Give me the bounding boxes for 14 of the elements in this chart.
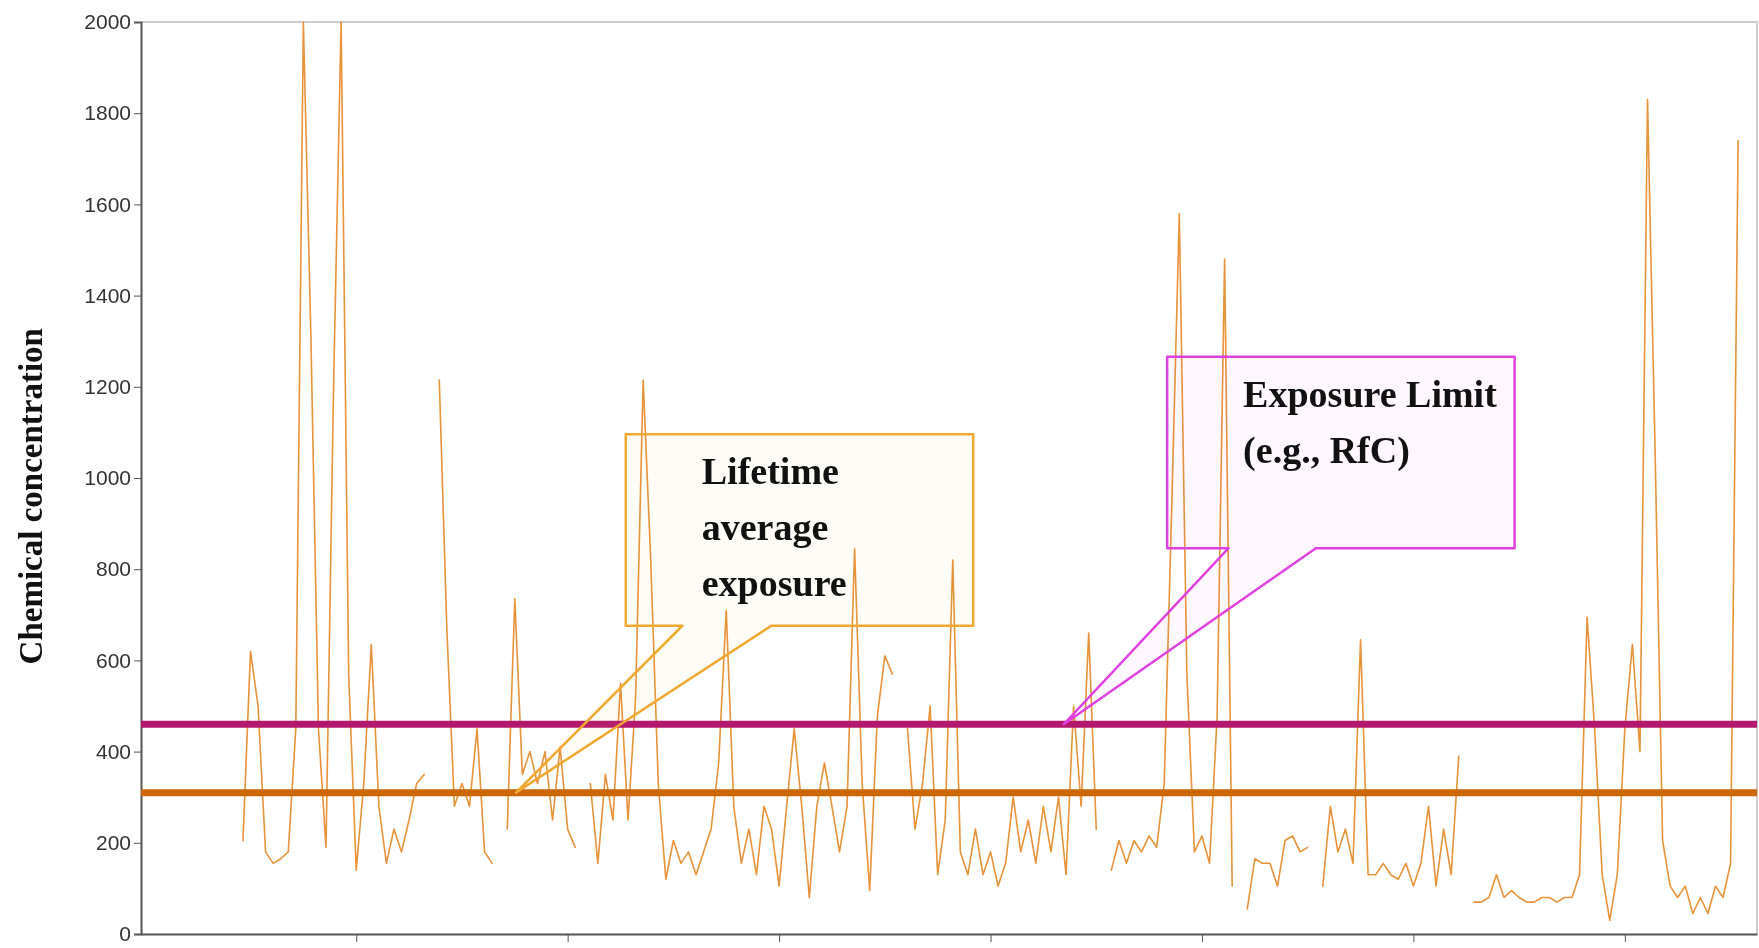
y-tick-label: 2000: [84, 10, 131, 34]
y-tick-label: 0: [119, 922, 131, 946]
y-tick-label: 600: [95, 648, 131, 672]
y-tick-label: 1600: [84, 192, 131, 216]
y-tick-label: 400: [95, 739, 131, 763]
y-tick-label: 200: [95, 831, 131, 855]
annotation: Lifetime average exposure: [701, 450, 847, 605]
annotation: Exposure Limit (e.g., RfC): [1243, 372, 1498, 472]
y-axis-title: Chemical concentration: [13, 328, 49, 665]
y-tick-label: 1000: [84, 466, 131, 490]
y-tick-label: 1400: [84, 283, 131, 307]
y-tick-label: 800: [95, 557, 131, 581]
y-tick-label: 1800: [84, 101, 131, 125]
y-tick-label: 1200: [84, 375, 131, 399]
